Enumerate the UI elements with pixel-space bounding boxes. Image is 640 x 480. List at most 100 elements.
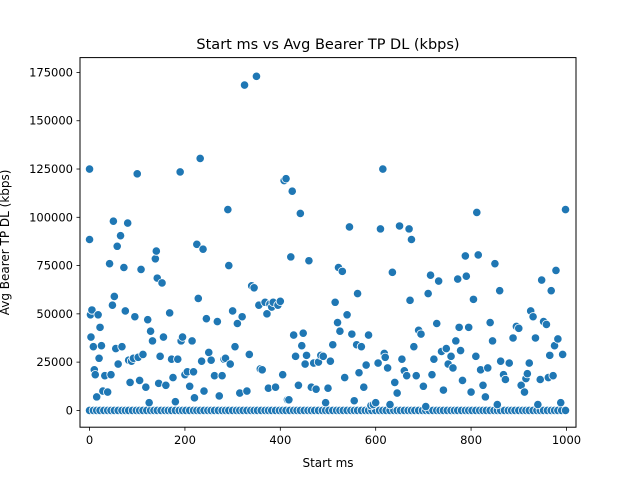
data-point-57 <box>175 167 185 177</box>
data-point-186 <box>446 351 456 361</box>
data-point-88 <box>237 312 247 322</box>
data-point-177 <box>425 270 436 280</box>
data-point-93 <box>249 283 259 293</box>
data-point-114 <box>289 330 299 340</box>
data-point-139 <box>342 310 352 320</box>
data-point-166 <box>402 371 412 381</box>
data-point-zero-133 <box>560 405 571 415</box>
data-point-145 <box>354 368 364 378</box>
data-point-72 <box>201 314 211 324</box>
data-point-131 <box>325 356 335 366</box>
y-tick-label: 125000 <box>29 162 73 176</box>
data-point-163 <box>394 221 405 231</box>
data-point-224 <box>530 333 541 343</box>
x-tick-label: 800 <box>460 433 482 447</box>
data-point-48 <box>155 351 165 361</box>
data-point-104 <box>270 382 281 392</box>
data-point-147 <box>359 382 369 392</box>
data-point-62 <box>185 381 195 391</box>
data-point-10 <box>94 353 104 363</box>
data-point-188 <box>451 336 461 346</box>
data-point-83 <box>225 359 235 369</box>
data-point-155 <box>378 164 388 174</box>
x-tick-label: 200 <box>174 433 196 447</box>
data-point-11 <box>95 322 105 332</box>
data-point-1 <box>84 234 95 245</box>
data-point-20 <box>109 291 119 302</box>
data-point-238 <box>558 349 568 359</box>
data-point-178 <box>427 370 437 380</box>
data-point-27 <box>120 306 130 316</box>
data-point-154 <box>375 224 386 234</box>
data-point-168 <box>405 295 415 305</box>
data-point-226 <box>535 374 545 385</box>
data-point-0 <box>84 164 95 174</box>
data-point-146 <box>356 342 366 352</box>
data-point-5 <box>88 342 98 352</box>
data-point-69 <box>197 356 207 366</box>
data-point-221 <box>524 358 534 368</box>
data-point-171 <box>411 371 421 381</box>
data-point-204 <box>483 363 493 373</box>
data-point-194 <box>461 271 471 281</box>
data-point-196 <box>466 387 476 397</box>
data-point-152 <box>371 398 381 408</box>
x-tick-label: 1000 <box>552 433 581 447</box>
data-point-112 <box>286 252 296 262</box>
y-tick-label: 25000 <box>36 355 73 369</box>
data-point-130 <box>323 383 333 393</box>
data-point-67 <box>193 293 203 303</box>
data-point-231 <box>545 350 555 360</box>
data-point-167 <box>404 224 414 234</box>
data-point-89 <box>239 80 250 90</box>
data-point-227 <box>537 275 547 285</box>
data-point-164 <box>397 354 407 364</box>
x-tick-label: 600 <box>365 433 387 447</box>
data-point-236 <box>553 334 563 344</box>
data-point-39 <box>141 382 151 392</box>
data-point-206 <box>487 336 498 346</box>
data-point-18 <box>107 300 118 310</box>
data-point-43 <box>147 336 158 346</box>
data-point-205 <box>485 317 495 328</box>
data-point-90 <box>242 386 252 396</box>
data-point-66 <box>192 239 202 249</box>
x-axis-label: Start ms <box>302 456 353 470</box>
data-point-202 <box>478 380 488 390</box>
data-point-137 <box>337 266 347 276</box>
data-point-120 <box>300 359 310 369</box>
x-tick-label: 0 <box>86 433 93 447</box>
data-point-162 <box>392 388 402 398</box>
data-point-203 <box>480 392 490 402</box>
points-layer <box>84 71 571 415</box>
data-point-37 <box>136 264 146 275</box>
data-point-191 <box>455 345 466 356</box>
data-point-157 <box>380 352 390 362</box>
y-axis-label: Avg Bearer TP DL (kbps) <box>0 170 12 316</box>
data-point-138 <box>340 372 350 383</box>
plot-frame <box>79 57 577 428</box>
data-point-118 <box>297 341 307 351</box>
data-point-117 <box>295 208 305 219</box>
data-point-136 <box>335 326 345 336</box>
data-point-24 <box>115 231 126 241</box>
data-point-68 <box>195 153 205 163</box>
data-point-77 <box>214 391 224 401</box>
data-point-170 <box>409 342 419 352</box>
data-point-192 <box>457 375 468 386</box>
data-point-183 <box>438 385 449 395</box>
data-point-111 <box>284 395 294 405</box>
data-point-210 <box>496 356 506 366</box>
y-tick-label: 50000 <box>36 307 73 321</box>
data-point-99 <box>262 309 272 319</box>
data-point-121 <box>301 350 312 360</box>
data-point-176 <box>423 288 433 299</box>
data-point-142 <box>349 396 359 406</box>
data-point-71 <box>199 386 209 396</box>
data-point-23 <box>113 359 123 369</box>
data-point-180 <box>432 318 442 329</box>
data-point-30 <box>125 377 135 387</box>
data-point-51 <box>161 380 171 390</box>
data-point-64 <box>188 367 199 377</box>
data-point-174 <box>418 381 428 391</box>
